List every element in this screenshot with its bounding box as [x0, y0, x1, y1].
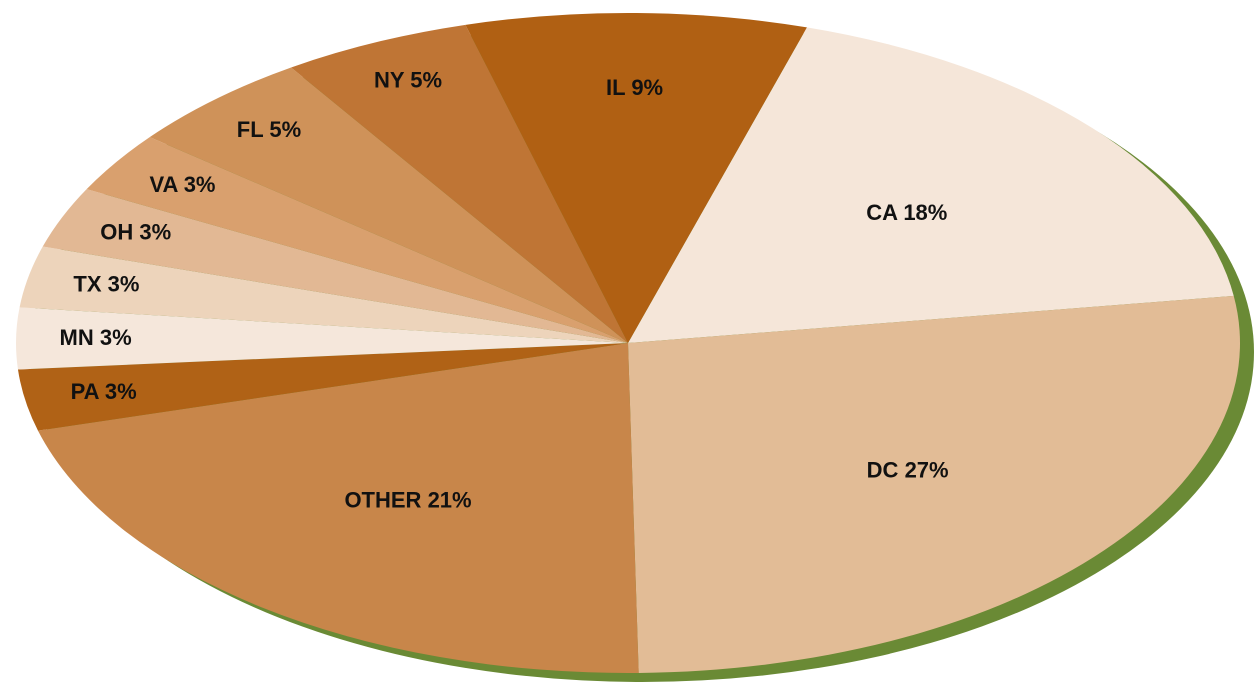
pie-slice — [19, 246, 629, 343]
slice-category: CA — [866, 200, 898, 225]
slice-category: MN — [60, 325, 94, 350]
slice-category: PA — [71, 379, 100, 404]
slice-value-label: 3% — [139, 219, 171, 244]
slice-category: TX — [73, 271, 101, 296]
slice-label: DC 27% — [867, 457, 949, 482]
pie-slice — [149, 67, 628, 343]
pie-slice — [465, 12, 807, 343]
slice-value-label: 3% — [108, 271, 140, 296]
slice-value-label: 21% — [428, 487, 472, 512]
slice-category: IL — [606, 75, 625, 100]
pie-slice — [42, 189, 628, 343]
slice-label: TX 3% — [73, 271, 139, 296]
slice-label: CA 18% — [866, 200, 947, 225]
slice-label: NY 5% — [374, 67, 442, 92]
slice-category: VA — [149, 172, 178, 197]
slice-label: PA 3% — [71, 379, 137, 404]
pie-slice — [37, 343, 639, 673]
slice-label: FL 5% — [237, 117, 301, 142]
slice-label: VA 3% — [149, 172, 215, 197]
slice-label: MN 3% — [60, 325, 132, 350]
slice-value-label: 3% — [184, 172, 216, 197]
slice-category: NY — [374, 67, 405, 92]
slice-label: OTHER 21% — [344, 487, 471, 512]
slice-category: FL — [237, 117, 263, 142]
slice-value-label: 18% — [903, 200, 947, 225]
slice-label: OH 3% — [100, 219, 171, 244]
slice-value-label: 27% — [905, 457, 949, 482]
slice-label: IL 9% — [606, 75, 663, 100]
pie-slice — [15, 307, 628, 370]
slice-value-label: 5% — [410, 67, 442, 92]
pie-slice — [17, 343, 629, 431]
pie-slice — [628, 295, 1240, 673]
slice-value-label: 5% — [269, 117, 301, 142]
slice-category: OTHER — [344, 487, 421, 512]
pie-slice — [628, 27, 1234, 343]
slice-category: OH — [100, 219, 133, 244]
slice-category: DC — [867, 457, 899, 482]
pie-slice — [86, 137, 628, 343]
pie-slice — [291, 24, 628, 344]
slice-value-label: 3% — [100, 325, 132, 350]
slice-value-label: 3% — [105, 379, 137, 404]
slice-value-label: 9% — [631, 75, 663, 100]
